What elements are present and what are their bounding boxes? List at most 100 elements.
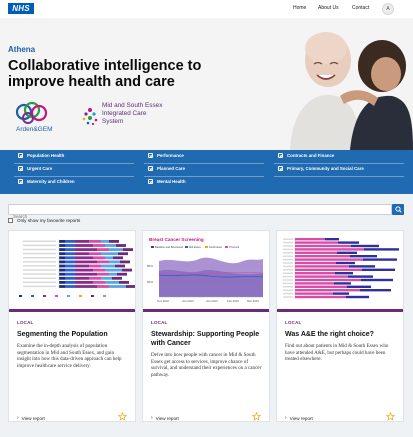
ae-bar-segment <box>360 289 391 292</box>
check-icon <box>18 153 23 158</box>
category-contracts-finance[interactable]: Contracts and Finance <box>278 153 334 158</box>
ae-label-placeholder <box>283 258 293 261</box>
ae-bar-segment <box>348 275 373 278</box>
segment-label-placeholder <box>23 261 56 263</box>
search-input[interactable] <box>9 212 391 221</box>
nav-about-link[interactable]: About Us <box>318 5 339 11</box>
segment-bar <box>118 252 128 256</box>
svg-text:System: System <box>102 118 123 125</box>
category-urgent-care[interactable]: Urgent Care <box>18 166 52 171</box>
divider <box>274 163 404 164</box>
ae-bar-segment <box>338 241 359 244</box>
search-field[interactable] <box>8 204 392 221</box>
segment-label-placeholder <box>23 257 56 259</box>
segment-bar <box>113 256 123 260</box>
arden-gem-logo: Arden&GEM Mid and South Essex Integrated… <box>15 101 163 133</box>
ae-bar-segment <box>295 258 363 261</box>
ae-bar-segment <box>295 272 335 275</box>
segment-bar <box>101 252 118 256</box>
segment-bar <box>89 240 101 243</box>
category-primary-community-social[interactable]: Primary, Community and Social Care <box>278 166 364 171</box>
ae-label-placeholder <box>283 245 293 247</box>
segment-bar <box>93 268 105 272</box>
ae-bar-segment <box>295 292 333 295</box>
segment-bar <box>109 240 119 243</box>
ae-label-placeholder <box>283 279 293 281</box>
view-report-link[interactable]: › View report <box>285 415 313 421</box>
favourites-checkbox[interactable] <box>8 218 13 223</box>
ae-bar-segment <box>361 278 393 282</box>
segment-bar <box>115 264 125 268</box>
segment-bar <box>93 256 105 260</box>
card-title: Stewardship: Supporting People with Canc… <box>151 331 260 347</box>
svg-text:Thurrock: Thurrock <box>229 245 240 249</box>
nav-contact-link[interactable]: Contact <box>352 5 370 11</box>
favourite-star-icon[interactable] <box>386 412 395 421</box>
segment-bar <box>59 248 65 251</box>
favourites-toggle[interactable]: Only show my favourite reports <box>8 218 80 223</box>
ae-label-placeholder <box>283 265 293 268</box>
ae-bar-segment <box>295 265 349 268</box>
segment-bar <box>59 285 65 288</box>
user-avatar[interactable]: A <box>382 3 394 15</box>
segment-bar <box>59 272 65 276</box>
nav-home-link[interactable]: Home <box>293 5 307 11</box>
ae-bar-segment <box>295 282 334 285</box>
segment-bar <box>59 281 65 284</box>
category-planned-care[interactable]: Planned Care <box>148 166 185 171</box>
ae-bar-segment <box>295 285 347 288</box>
segment-bar <box>89 252 101 256</box>
ae-bar-segment <box>295 251 337 254</box>
ae-bar-segment <box>295 295 346 299</box>
segment-bar <box>65 281 75 284</box>
segment-bar <box>75 260 97 264</box>
card-tag: LOCAL <box>17 320 34 325</box>
search-button[interactable] <box>392 204 404 215</box>
brand-name: Athena <box>8 45 36 54</box>
segment-bar <box>65 244 75 247</box>
divider <box>144 163 264 164</box>
hero-banner: Athena Collaborative intelligence to imp… <box>0 18 413 150</box>
nhs-logo[interactable]: NHS <box>8 3 34 14</box>
segment-label-placeholder <box>23 269 56 271</box>
segment-bar <box>93 244 105 247</box>
segment-bar <box>109 272 117 276</box>
segment-bar <box>122 268 132 272</box>
card-title: Segmenting the Population <box>17 331 108 338</box>
view-report-link[interactable]: › View report <box>17 415 45 421</box>
favourite-star-icon[interactable] <box>252 412 261 421</box>
ae-bar-segment <box>335 272 353 275</box>
favourite-star-icon[interactable] <box>118 412 127 421</box>
segment-bar <box>59 264 65 268</box>
ae-bar-segment <box>295 238 325 241</box>
category-maternity-children[interactable]: Maternity and Children <box>18 179 75 184</box>
segment-bar <box>117 272 127 276</box>
segment-bar <box>89 276 101 280</box>
category-performance[interactable]: Performance <box>148 153 184 158</box>
ae-bar-segment <box>325 238 339 241</box>
report-card-ae-choice[interactable]: LOCAL Was A&E the right choice? Find out… <box>276 230 404 422</box>
svg-text:Mid and South Essex: Mid and South Essex <box>102 102 163 109</box>
check-icon <box>18 179 23 184</box>
ae-label-placeholder <box>283 275 293 278</box>
segment-label-placeholder <box>23 281 56 283</box>
svg-text:Basildon and Brentwood: Basildon and Brentwood <box>155 245 184 249</box>
report-card-segmenting[interactable]: LOCAL Segmenting the Population Examine … <box>8 230 136 422</box>
favourites-label: Only show my favourite reports <box>17 218 81 223</box>
report-card-stewardship[interactable]: Breast Cancer Screening Basildon and Bre… <box>142 230 270 422</box>
report-thumbnail <box>277 231 403 309</box>
card-title: Was A&E the right choice? <box>285 331 374 338</box>
ae-bar-segment <box>295 268 362 271</box>
segment-bar <box>75 264 89 268</box>
svg-text:Jan 2023: Jan 2023 <box>182 299 194 303</box>
segment-bar <box>65 268 75 272</box>
segment-bar <box>65 276 75 280</box>
segment-label-placeholder <box>23 277 56 279</box>
view-report-link[interactable]: › View report <box>151 415 179 421</box>
cancer-screening-chart-thumbnail: Breast Cancer Screening Basildon and Bre… <box>147 237 264 303</box>
category-population-health[interactable]: Population Health <box>18 153 64 158</box>
chevron-right-icon: › <box>17 415 19 421</box>
segment-bar <box>123 248 133 251</box>
category-mental-health[interactable]: Mental Health <box>148 179 186 184</box>
ae-bar-segment <box>334 282 351 285</box>
